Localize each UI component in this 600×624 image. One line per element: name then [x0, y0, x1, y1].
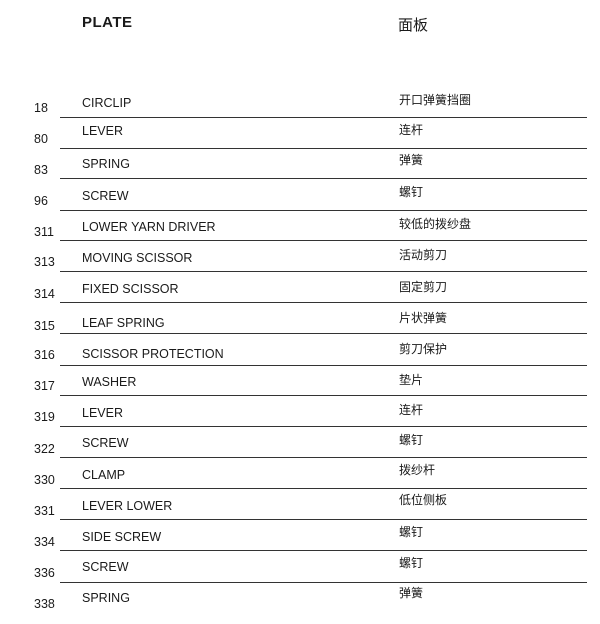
- part-name: LEVER: [82, 406, 123, 420]
- part-number: 313: [34, 255, 55, 269]
- part-name-chinese: 开口弹簧挡圈: [399, 93, 472, 107]
- row-divider: [60, 210, 587, 211]
- part-name: SCREW: [82, 436, 129, 450]
- row-divider: [60, 519, 587, 520]
- row-divider: [60, 426, 587, 427]
- part-name: SIDE SCREW: [82, 530, 162, 544]
- part-name: FIXED SCISSOR: [82, 282, 179, 296]
- part-name: CLAMP: [82, 468, 126, 482]
- row-divider: [60, 457, 587, 458]
- part-name: LEVER LOWER: [82, 499, 173, 513]
- part-number: 319: [34, 410, 55, 424]
- row-divider: [60, 148, 587, 149]
- part-name: CIRCLIP: [82, 96, 132, 110]
- part-number: 80: [34, 132, 48, 146]
- title-chinese: 面板: [398, 16, 429, 34]
- part-name-chinese: 螺钉: [399, 185, 424, 199]
- part-number: 322: [34, 442, 55, 456]
- part-name-chinese: 连杆: [399, 403, 424, 417]
- row-divider: [60, 302, 587, 303]
- part-name: SPRING: [82, 591, 130, 605]
- part-number: 314: [34, 287, 55, 301]
- part-name-chinese: 固定剪刀: [399, 280, 448, 294]
- part-number: 83: [34, 163, 48, 177]
- part-number: 316: [34, 348, 55, 362]
- part-name-chinese: 活动剪刀: [399, 248, 448, 262]
- title-english: PLATE: [82, 14, 133, 31]
- part-name-chinese: 拨纱杆: [399, 463, 436, 477]
- part-name-chinese: 螺钉: [399, 525, 424, 539]
- part-name-chinese: 垫片: [399, 373, 424, 387]
- row-divider: [60, 117, 587, 118]
- part-number: 334: [34, 535, 55, 549]
- part-name-chinese: 螺钉: [399, 556, 424, 570]
- part-number: 96: [34, 194, 48, 208]
- row-divider: [60, 271, 587, 272]
- part-number: 18: [34, 101, 48, 115]
- part-name: SCREW: [82, 560, 129, 574]
- part-number: 336: [34, 566, 55, 580]
- part-name: SPRING: [82, 157, 130, 171]
- part-name-chinese: 剪刀保护: [399, 342, 448, 356]
- part-name-chinese: 螺钉: [399, 433, 424, 447]
- row-divider: [60, 240, 587, 241]
- row-divider: [60, 365, 587, 366]
- row-divider: [60, 333, 587, 334]
- row-divider: [60, 178, 587, 179]
- part-number: 315: [34, 319, 55, 333]
- part-name: LEAF SPRING: [82, 316, 165, 330]
- part-name-chinese: 片状弹簧: [399, 311, 448, 325]
- part-number: 330: [34, 473, 55, 487]
- part-name: LEVER: [82, 124, 123, 138]
- row-divider: [60, 550, 587, 551]
- part-name: SCREW: [82, 189, 129, 203]
- part-name-chinese: 弹簧: [399, 586, 424, 600]
- part-number: 331: [34, 504, 55, 518]
- row-divider: [60, 582, 587, 583]
- part-name-chinese: 低位侧板: [399, 493, 448, 507]
- part-name: LOWER YARN DRIVER: [82, 220, 216, 234]
- row-divider: [60, 395, 587, 396]
- part-name: SCISSOR PROTECTION: [82, 347, 224, 361]
- part-name-chinese: 较低的拨纱盘: [399, 217, 472, 231]
- part-name-chinese: 弹簧: [399, 153, 424, 167]
- part-number: 338: [34, 597, 55, 611]
- part-name: WASHER: [82, 375, 137, 389]
- part-number: 311: [34, 225, 54, 239]
- part-number: 317: [34, 379, 55, 393]
- row-divider: [60, 488, 587, 489]
- part-name: MOVING SCISSOR: [82, 251, 193, 265]
- part-name-chinese: 连杆: [399, 123, 424, 137]
